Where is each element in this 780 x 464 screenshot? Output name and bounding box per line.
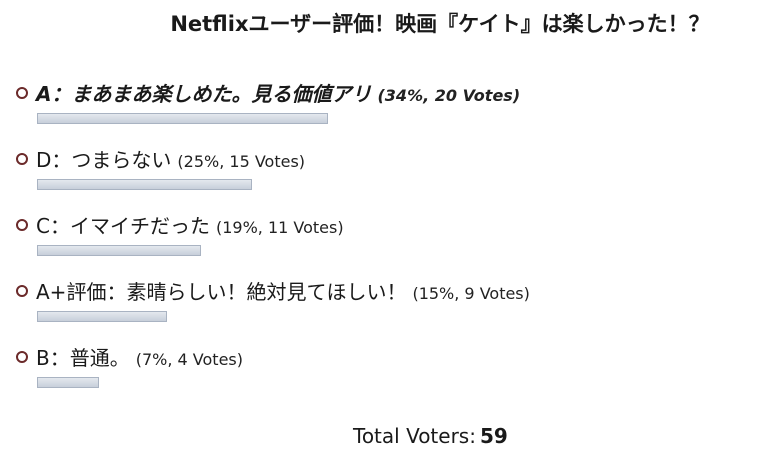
poll-answer[interactable]: A：まあまあ楽しめた。見る価値アリ (34%, 20 Votes) [16,78,756,144]
poll-answers: A：まあまあ楽しめた。見る価値アリ (34%, 20 Votes) D：つまらな… [16,78,756,408]
answer-label: A：まあまあ楽しめた。見る価値アリ [36,82,372,106]
radio-circle-icon[interactable] [16,285,28,297]
answer-vote-stats: (34%, 20 Votes) [377,86,521,105]
answer-label: A+評価：素晴らしい！絶対見てほしい！ [36,280,407,304]
answer-label: C：イマイチだった [36,214,210,238]
radio-circle-icon[interactable] [16,351,28,363]
answer-vote-stats: (19%, 11 Votes) [215,218,344,237]
answer-label: D：つまらない [36,148,172,172]
total-voters-label: Total Voters: [353,424,476,448]
answer-label: B：普通。 [36,346,130,370]
poll-answer[interactable]: A+評価：素晴らしい！絶対見てほしい！ (15%, 9 Votes) [16,276,756,342]
answer-result-bar [37,113,328,124]
answer-vote-stats: (25%, 15 Votes) [177,152,306,171]
answer-result-bar [37,245,201,256]
answer-result-bar [37,179,252,190]
radio-circle-icon[interactable] [16,153,28,165]
answer-vote-stats: (7%, 4 Votes) [135,350,243,369]
radio-circle-icon[interactable] [16,219,28,231]
poll-answer[interactable]: B：普通。 (7%, 4 Votes) [16,342,756,408]
answer-result-bar [37,377,99,388]
poll-answer[interactable]: D：つまらない (25%, 15 Votes) [16,144,756,210]
poll-title: Netflixユーザー評価！映画『ケイト』は楽しかった！？ [170,12,710,36]
poll-answer[interactable]: C：イマイチだった (19%, 11 Votes) [16,210,756,276]
total-voters: Total Voters: 59 [353,422,508,450]
answer-result-bar [37,311,167,322]
answer-vote-stats: (15%, 9 Votes) [412,284,530,303]
total-voters-count: 59 [479,424,508,448]
radio-circle-icon[interactable] [16,87,28,99]
